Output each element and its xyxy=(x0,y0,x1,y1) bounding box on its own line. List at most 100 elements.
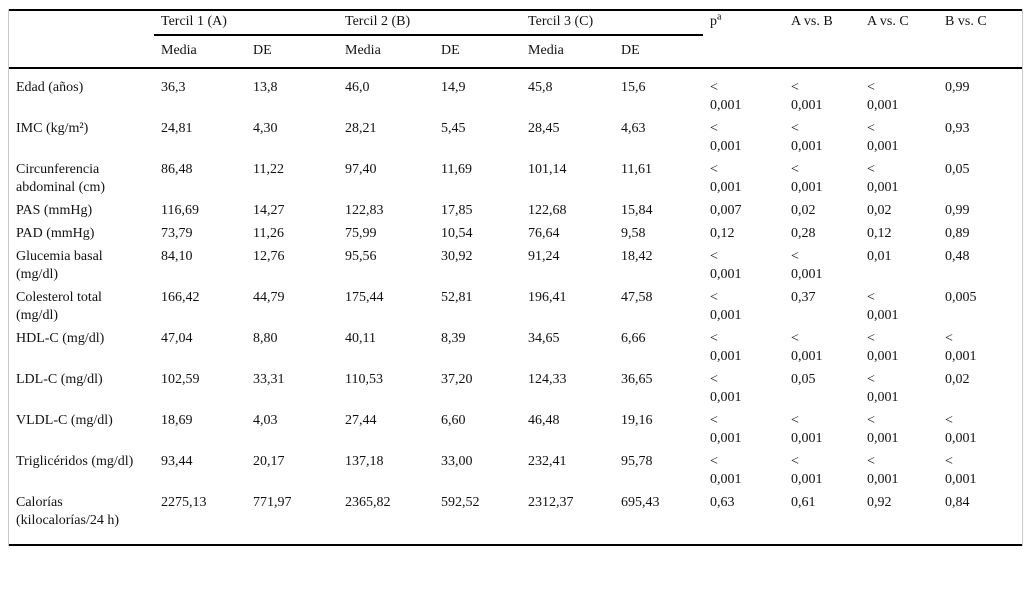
value-cell: 40,11 xyxy=(345,331,376,346)
value-cell: 124,33 xyxy=(528,372,567,387)
value-cell: < 0,001 xyxy=(710,331,742,364)
sub-header-media-3: Media xyxy=(528,43,564,58)
table-row: Calorías (kilocalorías/24 h) 2275,13 771,9… xyxy=(9,492,1022,545)
value-cell: < 0,001 xyxy=(791,249,823,282)
value-cell: 18,42 xyxy=(621,249,653,264)
table-row: HDL-C (mg/dl) 47,04 8,80 40,11 8,39 34,65 6,66… xyxy=(9,328,1022,369)
table-row: PAS (mmHg) 116,69 14,27 122,83 17,85 122,68 15… xyxy=(9,200,1022,223)
value-cell: < 0,001 xyxy=(945,413,977,446)
value-cell: 36,3 xyxy=(161,80,186,95)
value-cell: 196,41 xyxy=(528,290,567,305)
column-header-a-vs-c: A vs. C xyxy=(867,14,909,29)
sub-header-de-3: DE xyxy=(621,43,640,58)
value-cell: 91,24 xyxy=(528,249,560,264)
value-cell: 97,40 xyxy=(345,162,377,177)
value-cell: 17,85 xyxy=(441,203,473,218)
value-cell: 0,92 xyxy=(867,495,892,510)
value-cell: 0,99 xyxy=(945,80,970,95)
value-cell: < 0,001 xyxy=(710,80,742,113)
value-cell: < 0,001 xyxy=(710,121,742,154)
value-cell: < 0,001 xyxy=(945,454,977,487)
value-cell: 11,26 xyxy=(253,226,284,241)
value-cell: 20,17 xyxy=(253,454,285,469)
table-row: Colesterol total (mg/dl) 166,42 44,79 175,4… xyxy=(9,287,1022,328)
value-cell: 76,64 xyxy=(528,226,560,241)
value-cell: 0,02 xyxy=(867,203,892,218)
value-cell: 122,68 xyxy=(528,203,567,218)
value-cell: 0,01 xyxy=(867,249,892,264)
value-cell: < 0,001 xyxy=(791,331,823,364)
value-cell: < 0,001 xyxy=(867,413,899,446)
value-cell: 8,80 xyxy=(253,331,278,346)
row-label: LDL-C (mg/dl) xyxy=(16,372,103,387)
row-label: IMC (kg/m²) xyxy=(16,121,89,136)
value-cell: < 0,001 xyxy=(791,454,823,487)
value-cell: 0,02 xyxy=(945,372,970,387)
table-row: Glucemia basal (mg/dl) 84,10 12,76 95,56 30,… xyxy=(9,246,1022,287)
value-cell: 592,52 xyxy=(441,495,480,510)
value-cell: 137,18 xyxy=(345,454,384,469)
corner-empty-cell xyxy=(9,10,154,68)
value-cell: < 0,001 xyxy=(791,80,823,113)
column-header-p: pa xyxy=(703,10,784,68)
value-cell: 122,83 xyxy=(345,203,384,218)
table-row: PAD (mmHg) 73,79 11,26 75,99 10,54 76,64 9,58 0… xyxy=(9,223,1022,246)
value-cell: < 0,001 xyxy=(710,162,742,195)
value-cell: 86,48 xyxy=(161,162,193,177)
value-cell: 47,58 xyxy=(621,290,653,305)
value-cell: 46,0 xyxy=(345,80,370,95)
value-cell: 46,48 xyxy=(528,413,560,428)
value-cell: 0,48 xyxy=(945,249,970,264)
value-cell: 19,16 xyxy=(621,413,653,428)
value-cell: 232,41 xyxy=(528,454,567,469)
value-cell: 33,00 xyxy=(441,454,473,469)
sub-header-media-1: Media xyxy=(161,43,197,58)
row-label: Calorías (kilocalorías/24 h) xyxy=(16,495,120,528)
value-cell: 101,14 xyxy=(528,162,567,177)
column-group-tercil-1: Tercil 1 (A) xyxy=(154,10,339,36)
value-cell: 28,21 xyxy=(345,121,377,136)
table-row: Circunferencia abdominal (cm) 86,48 11,22 9… xyxy=(9,159,1022,200)
value-cell: < 0,001 xyxy=(710,372,742,405)
terciles-statistics-table: Tercil 1 (A) Tercil 2 (B) Tercil 3 (C) p… xyxy=(9,9,1023,546)
value-cell: 95,78 xyxy=(621,454,653,469)
value-cell: 36,65 xyxy=(621,372,653,387)
table-row: VLDL-C (mg/dl) 18,69 4,03 27,44 6,60 46,48 19,… xyxy=(9,410,1022,451)
value-cell: 14,9 xyxy=(441,80,466,95)
value-cell: 0,28 xyxy=(791,226,816,241)
value-cell: 45,8 xyxy=(528,80,553,95)
table-body: Edad (años) 36,3 13,8 46,0 14,9 45,8 15,6 < 0,0… xyxy=(9,68,1022,545)
value-cell: 4,30 xyxy=(253,121,278,136)
value-cell: 175,44 xyxy=(345,290,384,305)
value-cell: < 0,001 xyxy=(791,413,823,446)
value-cell: 0,37 xyxy=(791,290,816,305)
value-cell: 0,05 xyxy=(945,162,970,177)
table-row: Triglicéridos (mg/dl) 93,44 20,17 137,18 33,… xyxy=(9,451,1022,492)
sub-header-media-2: Media xyxy=(345,43,381,58)
value-cell: 9,58 xyxy=(621,226,646,241)
value-cell: 8,39 xyxy=(441,331,466,346)
value-cell: 0,99 xyxy=(945,203,970,218)
value-cell: < 0,001 xyxy=(791,162,823,195)
value-cell: 73,79 xyxy=(161,226,193,241)
value-cell: 771,97 xyxy=(253,495,292,510)
value-cell: 0,89 xyxy=(945,226,970,241)
value-cell: 11,61 xyxy=(621,162,653,177)
value-cell: 2275,13 xyxy=(161,495,207,510)
value-cell: 37,20 xyxy=(441,372,473,387)
column-group-tercil-2: Tercil 2 (B) xyxy=(338,10,522,36)
value-cell: < 0,001 xyxy=(710,249,742,282)
value-cell: 24,81 xyxy=(161,121,193,136)
value-cell: 15,6 xyxy=(621,80,646,95)
table-row: Edad (años) 36,3 13,8 46,0 14,9 45,8 15,6 < 0,0… xyxy=(9,68,1022,118)
value-cell: < 0,001 xyxy=(867,372,899,405)
row-label: Colesterol total (mg/dl) xyxy=(16,290,102,323)
sub-header-de-2: DE xyxy=(441,43,460,58)
column-group-tercil-3: Tercil 3 (C) xyxy=(521,10,704,36)
value-cell: 0,12 xyxy=(710,226,735,241)
value-cell: 27,44 xyxy=(345,413,377,428)
row-label: Triglicéridos (mg/dl) xyxy=(16,454,134,469)
value-cell: 11,22 xyxy=(253,162,284,177)
value-cell: 6,60 xyxy=(441,413,466,428)
